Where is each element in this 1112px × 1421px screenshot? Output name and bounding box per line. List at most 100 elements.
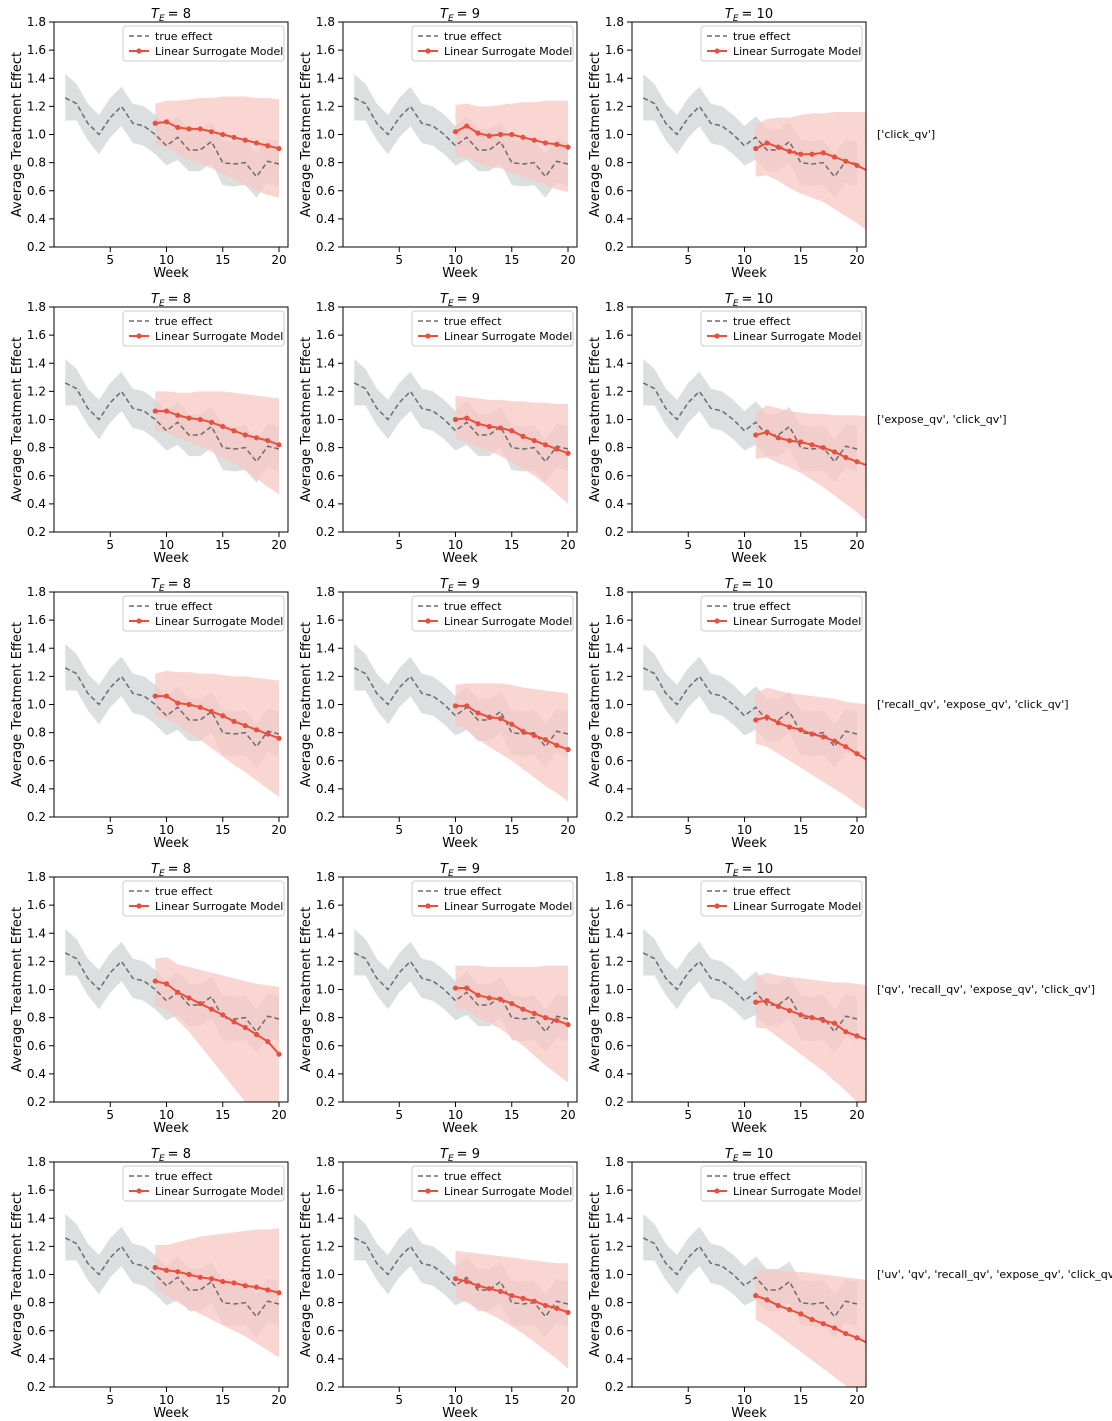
legend-box (411, 310, 574, 347)
y-axis-title: Average Treatment Effect (588, 622, 603, 787)
title-subscript: E (733, 869, 739, 879)
y-tick-label: 0.8 (605, 1011, 624, 1025)
panel-r3-c2: 0.2 0.4 0.6 0.8 1.0 1.2 1.4 1.6 1.8 5 10 15 20 Week Av… (299, 577, 578, 851)
model-point (509, 1292, 515, 1299)
panel-title: TE = 8 (151, 292, 191, 309)
model-point (531, 137, 537, 143)
legend-model-label: Linear Surrogate Model (155, 45, 283, 58)
model-point (764, 1297, 770, 1303)
x-tick-label: 15 (215, 823, 230, 837)
legend: true effect Linear Surrogate Model (700, 1165, 863, 1202)
model-point (464, 1278, 470, 1285)
y-tick-label: 1.8 (27, 870, 46, 884)
panel-title: TE = 8 (151, 7, 191, 24)
legend-model-label: Linear Surrogate Model (733, 330, 861, 343)
panel-title: TE = 9 (440, 7, 480, 24)
legend: true effect Linear Surrogate Model (122, 310, 285, 347)
y-tick-label: 1.0 (605, 698, 624, 712)
legend-true-effect-label: true effect (733, 600, 791, 613)
model-point (242, 1283, 248, 1289)
y-tick-label: 1.0 (27, 128, 46, 142)
y-axis-title: Average Treatment Effect (299, 337, 314, 502)
x-tick-label: 10 (737, 1108, 752, 1122)
x-tick-label: 20 (849, 1108, 864, 1122)
x-tick-label: 10 (159, 1108, 174, 1122)
model-point (276, 1051, 282, 1057)
model-point (764, 140, 770, 146)
model-point (220, 1278, 226, 1285)
legend-model-marker (425, 903, 431, 909)
x-tick-label: 15 (793, 823, 808, 837)
model-point (276, 145, 282, 152)
model-point (753, 145, 759, 152)
model-point (820, 1017, 826, 1024)
model-point (764, 429, 770, 435)
legend-model-marker (425, 48, 431, 54)
title-value: = 8 (168, 1147, 191, 1162)
model-point (197, 1000, 203, 1007)
x-tick-label: 5 (395, 1393, 403, 1407)
model-point (175, 1269, 181, 1275)
x-tick-label: 5 (106, 538, 114, 552)
model-point (565, 746, 571, 753)
title-subscript: E (733, 14, 739, 24)
y-axis-title: Average Treatment Effect (10, 622, 25, 787)
model-point (186, 995, 192, 1001)
model-point (276, 1290, 282, 1296)
panel-title: TE = 10 (725, 292, 773, 309)
y-tick-label: 1.0 (316, 1268, 335, 1282)
panel-title: TE = 8 (151, 577, 191, 594)
x-tick-label: 5 (106, 253, 114, 267)
y-tick-label: 1.4 (316, 1211, 335, 1225)
x-tick-label: 20 (560, 253, 575, 267)
legend-true-effect-label: true effect (733, 885, 791, 898)
model-point (231, 134, 237, 140)
y-tick-label: 1.8 (27, 15, 46, 29)
model-point (786, 1307, 793, 1313)
y-tick-label: 1.0 (27, 413, 46, 427)
y-tick-label: 0.8 (605, 156, 624, 170)
legend-box (122, 310, 285, 347)
legend-box (122, 595, 285, 632)
plot-area (64, 359, 282, 495)
model-point (520, 1295, 526, 1302)
legend-true-effect-label: true effect (733, 1170, 791, 1183)
model-point (843, 1029, 849, 1035)
y-tick-label: 0.6 (27, 184, 46, 198)
model-point (775, 1302, 781, 1309)
model-band (155, 96, 279, 198)
x-tick-label: 20 (560, 823, 575, 837)
row-label: ['recall_qv', 'expose_qv', 'click_qv'] (877, 698, 1069, 711)
y-tick-label: 0.2 (316, 525, 335, 539)
y-tick-label: 1.6 (316, 43, 335, 57)
true-effect-line (64, 667, 280, 748)
legend-true-effect-label: true effect (733, 315, 791, 328)
x-tick-label: 20 (849, 823, 864, 837)
x-tick-label: 15 (215, 1108, 230, 1122)
model-point (253, 435, 260, 441)
y-tick-label: 1.4 (27, 356, 46, 370)
model-point (520, 1006, 526, 1012)
model-point (452, 703, 459, 709)
x-axis-title: Week (442, 1406, 478, 1421)
title-subscript: E (448, 14, 454, 24)
plot-area (64, 644, 282, 798)
model-point (253, 1031, 260, 1038)
title-value: = 10 (742, 292, 774, 307)
model-point (464, 703, 470, 709)
row-label: ['expose_qv', 'click_qv'] (877, 413, 1007, 426)
y-tick-label: 0.8 (27, 156, 46, 170)
model-point (775, 144, 781, 150)
x-axis-title: Week (153, 551, 189, 566)
legend-model-label: Linear Surrogate Model (733, 1185, 861, 1198)
model-point (486, 423, 492, 430)
legend-true-effect-label: true effect (155, 1170, 213, 1183)
y-tick-label: 1.6 (605, 613, 624, 627)
model-point (820, 150, 826, 156)
model-point (253, 1284, 260, 1290)
y-tick-label: 0.4 (316, 497, 335, 511)
model-point (820, 734, 826, 740)
model-point (798, 1311, 804, 1317)
y-tick-label: 0.2 (316, 810, 335, 824)
x-axis-title: Week (153, 836, 189, 851)
